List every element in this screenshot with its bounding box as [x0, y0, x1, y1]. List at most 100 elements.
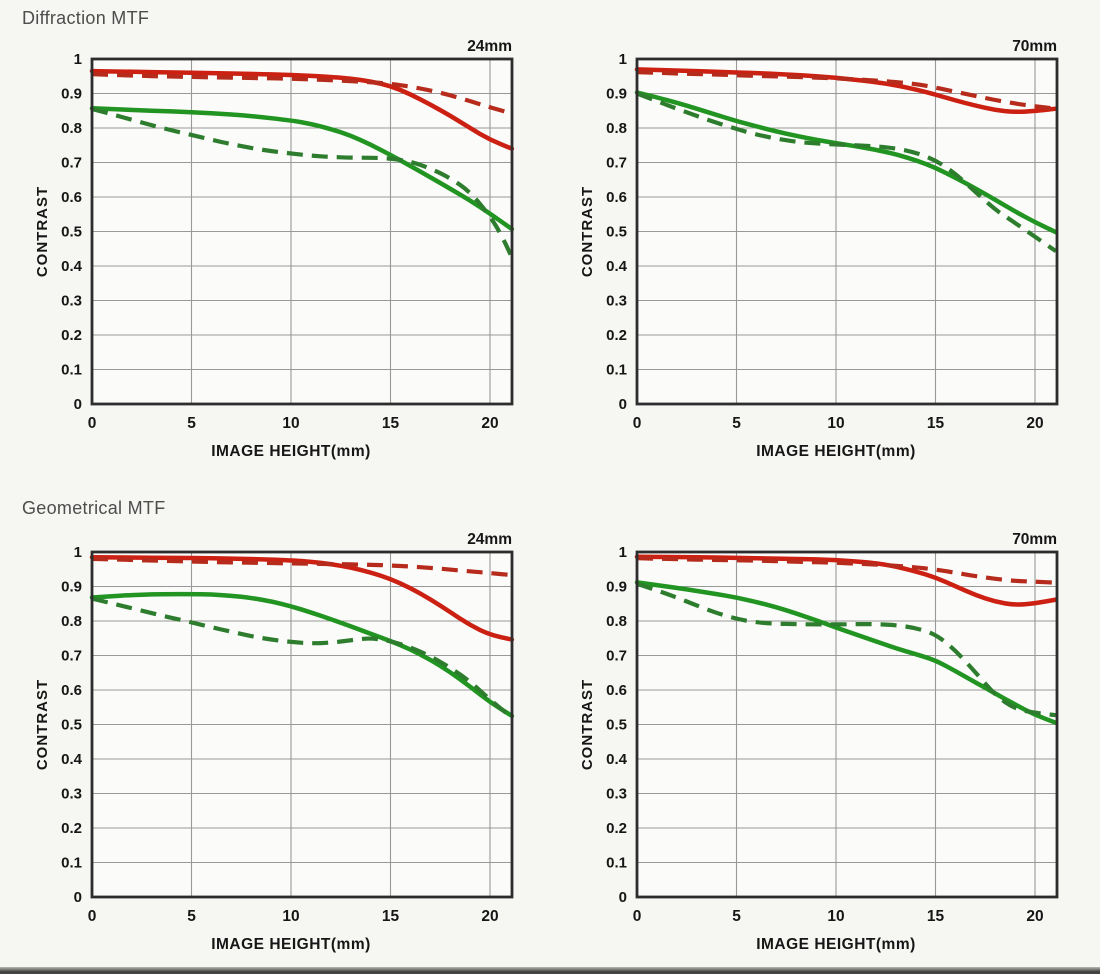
section-title-geometrical-mtf: Geometrical MTF — [22, 498, 166, 518]
y-tick-label: 0.9 — [606, 86, 627, 103]
y-tick-label: 0.8 — [606, 120, 627, 137]
y-tick-label: 0.3 — [61, 786, 82, 803]
y-tick-label: 0.5 — [606, 224, 627, 241]
x-tick-label: 15 — [927, 415, 945, 432]
series-green-dashed — [91, 596, 514, 720]
series-green-solid — [634, 90, 1059, 235]
y-tick-label: 0.9 — [61, 579, 82, 596]
focal-length-label: 70mm — [1012, 38, 1057, 55]
x-tick-label: 15 — [382, 415, 400, 432]
x-tick-label: 15 — [927, 908, 945, 925]
y-tick-label: 0.1 — [61, 362, 82, 379]
series-red-solid — [89, 68, 515, 151]
plot-frame — [90, 550, 514, 899]
y-tick-label: 0.5 — [61, 224, 82, 241]
x-tick-label: 0 — [88, 908, 97, 925]
series-red-dashed — [636, 556, 1056, 585]
y-tick-label: 1 — [619, 544, 627, 561]
y-tick-label: 0.6 — [61, 682, 82, 699]
grid — [637, 552, 1057, 897]
grid — [92, 552, 512, 897]
focal-length-label: 24mm — [467, 38, 512, 55]
x-tick-label: 10 — [827, 415, 844, 432]
y-tick-label: 0.6 — [606, 189, 627, 206]
y-tick-label: 0.2 — [61, 820, 82, 837]
y-tick-label: 0.2 — [61, 327, 82, 344]
y-tick-label: 0.5 — [61, 717, 82, 734]
y-tick-label: 0.7 — [606, 155, 627, 172]
y-tick-label: 0.7 — [61, 155, 82, 172]
y-tick-label: 0.4 — [606, 751, 628, 768]
y-axis-title: CONTRAST — [579, 186, 596, 277]
series-red-dashed — [91, 556, 513, 578]
y-tick-label: 0 — [619, 889, 627, 906]
y-tick-label: 0.4 — [606, 258, 628, 275]
y-tick-label: 0.5 — [606, 717, 627, 734]
x-tick-label: 20 — [481, 908, 498, 925]
y-tick-label: 0.7 — [606, 648, 627, 665]
x-tick-label: 15 — [382, 908, 400, 925]
plot-frame — [635, 57, 1059, 406]
series-red-solid — [634, 67, 1059, 115]
x-tick-label: 10 — [827, 908, 844, 925]
plot-frame — [90, 57, 514, 406]
x-tick-label: 5 — [187, 415, 196, 432]
focal-length-label: 70mm — [1012, 531, 1057, 548]
series-green-solid — [634, 580, 1059, 726]
series-red-dashed — [91, 72, 513, 116]
y-tick-label: 0.3 — [606, 293, 627, 310]
y-tick-label: 1 — [74, 51, 82, 68]
series-green-solid — [89, 106, 515, 232]
x-axis-title: IMAGE HEIGHT(mm) — [211, 936, 371, 953]
x-tick-label: 0 — [633, 908, 642, 925]
series-green-dashed — [636, 581, 1057, 718]
focal-length-label: 24mm — [467, 531, 512, 548]
y-tick-label: 0.2 — [606, 327, 627, 344]
y-tick-label: 0.1 — [606, 362, 627, 379]
series-green-dashed — [91, 106, 514, 259]
plot-frame — [635, 550, 1059, 899]
y-tick-label: 0.1 — [606, 855, 627, 872]
bottom-edge-bar — [0, 967, 1100, 974]
x-tick-label: 5 — [732, 415, 741, 432]
grid — [92, 59, 512, 404]
x-tick-label: 0 — [633, 415, 642, 432]
y-tick-label: 0.8 — [61, 613, 82, 630]
x-tick-label: 20 — [1026, 908, 1043, 925]
y-tick-label: 0 — [74, 396, 82, 413]
y-axis-title: CONTRAST — [579, 679, 596, 770]
y-tick-label: 0 — [619, 396, 627, 413]
x-tick-label: 10 — [282, 415, 299, 432]
x-tick-label: 20 — [1026, 415, 1043, 432]
y-tick-label: 0.9 — [61, 86, 82, 103]
y-axis-title: CONTRAST — [34, 186, 51, 277]
y-tick-label: 0.1 — [61, 855, 82, 872]
y-tick-label: 0.4 — [61, 751, 83, 768]
y-tick-label: 0.6 — [606, 682, 627, 699]
x-tick-label: 5 — [187, 908, 196, 925]
series-green-dashed — [636, 91, 1058, 253]
y-tick-label: 0.8 — [61, 120, 82, 137]
y-tick-label: 0.3 — [606, 786, 627, 803]
y-tick-label: 0.7 — [61, 648, 82, 665]
y-tick-label: 0.6 — [61, 189, 82, 206]
x-tick-label: 5 — [732, 908, 741, 925]
y-tick-label: 0.2 — [606, 820, 627, 837]
y-axis-title: CONTRAST — [34, 679, 51, 770]
y-tick-label: 0.8 — [606, 613, 627, 630]
y-tick-label: 0.3 — [61, 293, 82, 310]
y-tick-label: 1 — [74, 544, 82, 561]
series-red-dashed — [636, 70, 1057, 111]
series-red-solid — [89, 554, 515, 642]
x-tick-label: 10 — [282, 908, 299, 925]
x-axis-title: IMAGE HEIGHT(mm) — [756, 936, 916, 953]
x-tick-label: 0 — [88, 415, 97, 432]
series-green-solid — [89, 591, 515, 719]
section-title-diffraction-mtf: Diffraction MTF — [22, 8, 150, 28]
y-tick-label: 1 — [619, 51, 627, 68]
series-red-solid — [634, 554, 1059, 607]
